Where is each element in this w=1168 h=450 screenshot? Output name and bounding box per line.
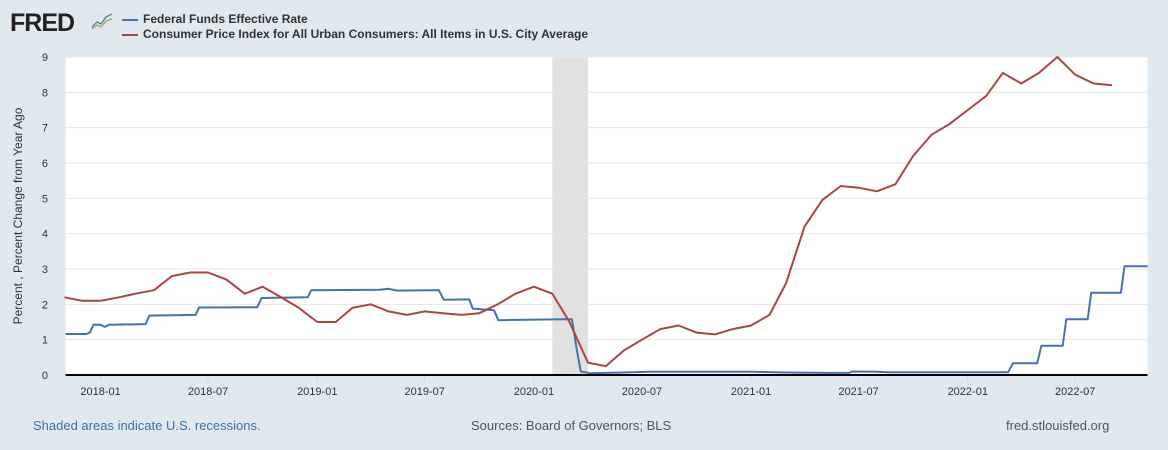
y-tick-label: 2	[42, 299, 48, 311]
y-tick-label: 4	[42, 229, 48, 241]
series-line-cpi	[64, 56, 1113, 368]
x-tick-label: 2021-01	[731, 386, 771, 398]
x-tick-label: 2020-07	[622, 386, 662, 398]
y-tick-label: 9	[42, 52, 48, 64]
legend-item-fed-funds[interactable]: Federal Funds Effective Rate	[122, 12, 588, 27]
x-tick-label: 2019-07	[404, 386, 444, 398]
legend-swatch	[122, 18, 138, 21]
line-chart: 0 1 2 3 4 5 6 7 8 9 2018-01 2018-07 2019-01 2019-07 20…	[11, 52, 1148, 398]
y-tick-label: 7	[42, 123, 48, 135]
plot-area	[65, 57, 1148, 375]
legend-label: Consumer Price Index for All Urban Consu…	[143, 27, 588, 41]
y-tick-label: 3	[42, 264, 48, 276]
y-tick-label: 0	[42, 370, 48, 382]
x-tick-label: 2022-07	[1055, 386, 1095, 398]
legend-swatch	[122, 33, 138, 36]
x-tick-label: 2020-01	[514, 386, 554, 398]
y-tick-label: 5	[42, 193, 48, 205]
sources-text: Sources: Board of Governors; BLS	[471, 418, 672, 433]
x-tick-label: 2021-07	[838, 386, 878, 398]
fred-logo[interactable]: FRED	[10, 9, 75, 37]
x-tick-label: 2018-01	[80, 386, 120, 398]
x-tick-label: 2022-01	[948, 386, 988, 398]
site-link[interactable]: fred.stlouisfed.org	[1006, 418, 1110, 433]
legend-label: Federal Funds Effective Rate	[143, 12, 308, 26]
x-tick-label: 2018-07	[188, 386, 228, 398]
y-tick-label: 1	[42, 335, 48, 347]
recession-shade	[552, 57, 588, 375]
fred-graph-icon	[91, 11, 113, 31]
legend-item-cpi[interactable]: Consumer Price Index for All Urban Consu…	[122, 27, 588, 42]
y-tick-label: 8	[42, 87, 48, 99]
x-tick-label: 2019-01	[297, 386, 337, 398]
y-tick-label: 6	[42, 158, 48, 170]
y-axis-title: Percent , Percent Change from Year Ago	[11, 107, 25, 324]
recession-note-link[interactable]: Shaded areas indicate U.S. recessions.	[33, 418, 261, 433]
legend: Federal Funds Effective Rate Consumer Pr…	[122, 12, 588, 42]
series-line-fed-funds	[65, 265, 1148, 375]
